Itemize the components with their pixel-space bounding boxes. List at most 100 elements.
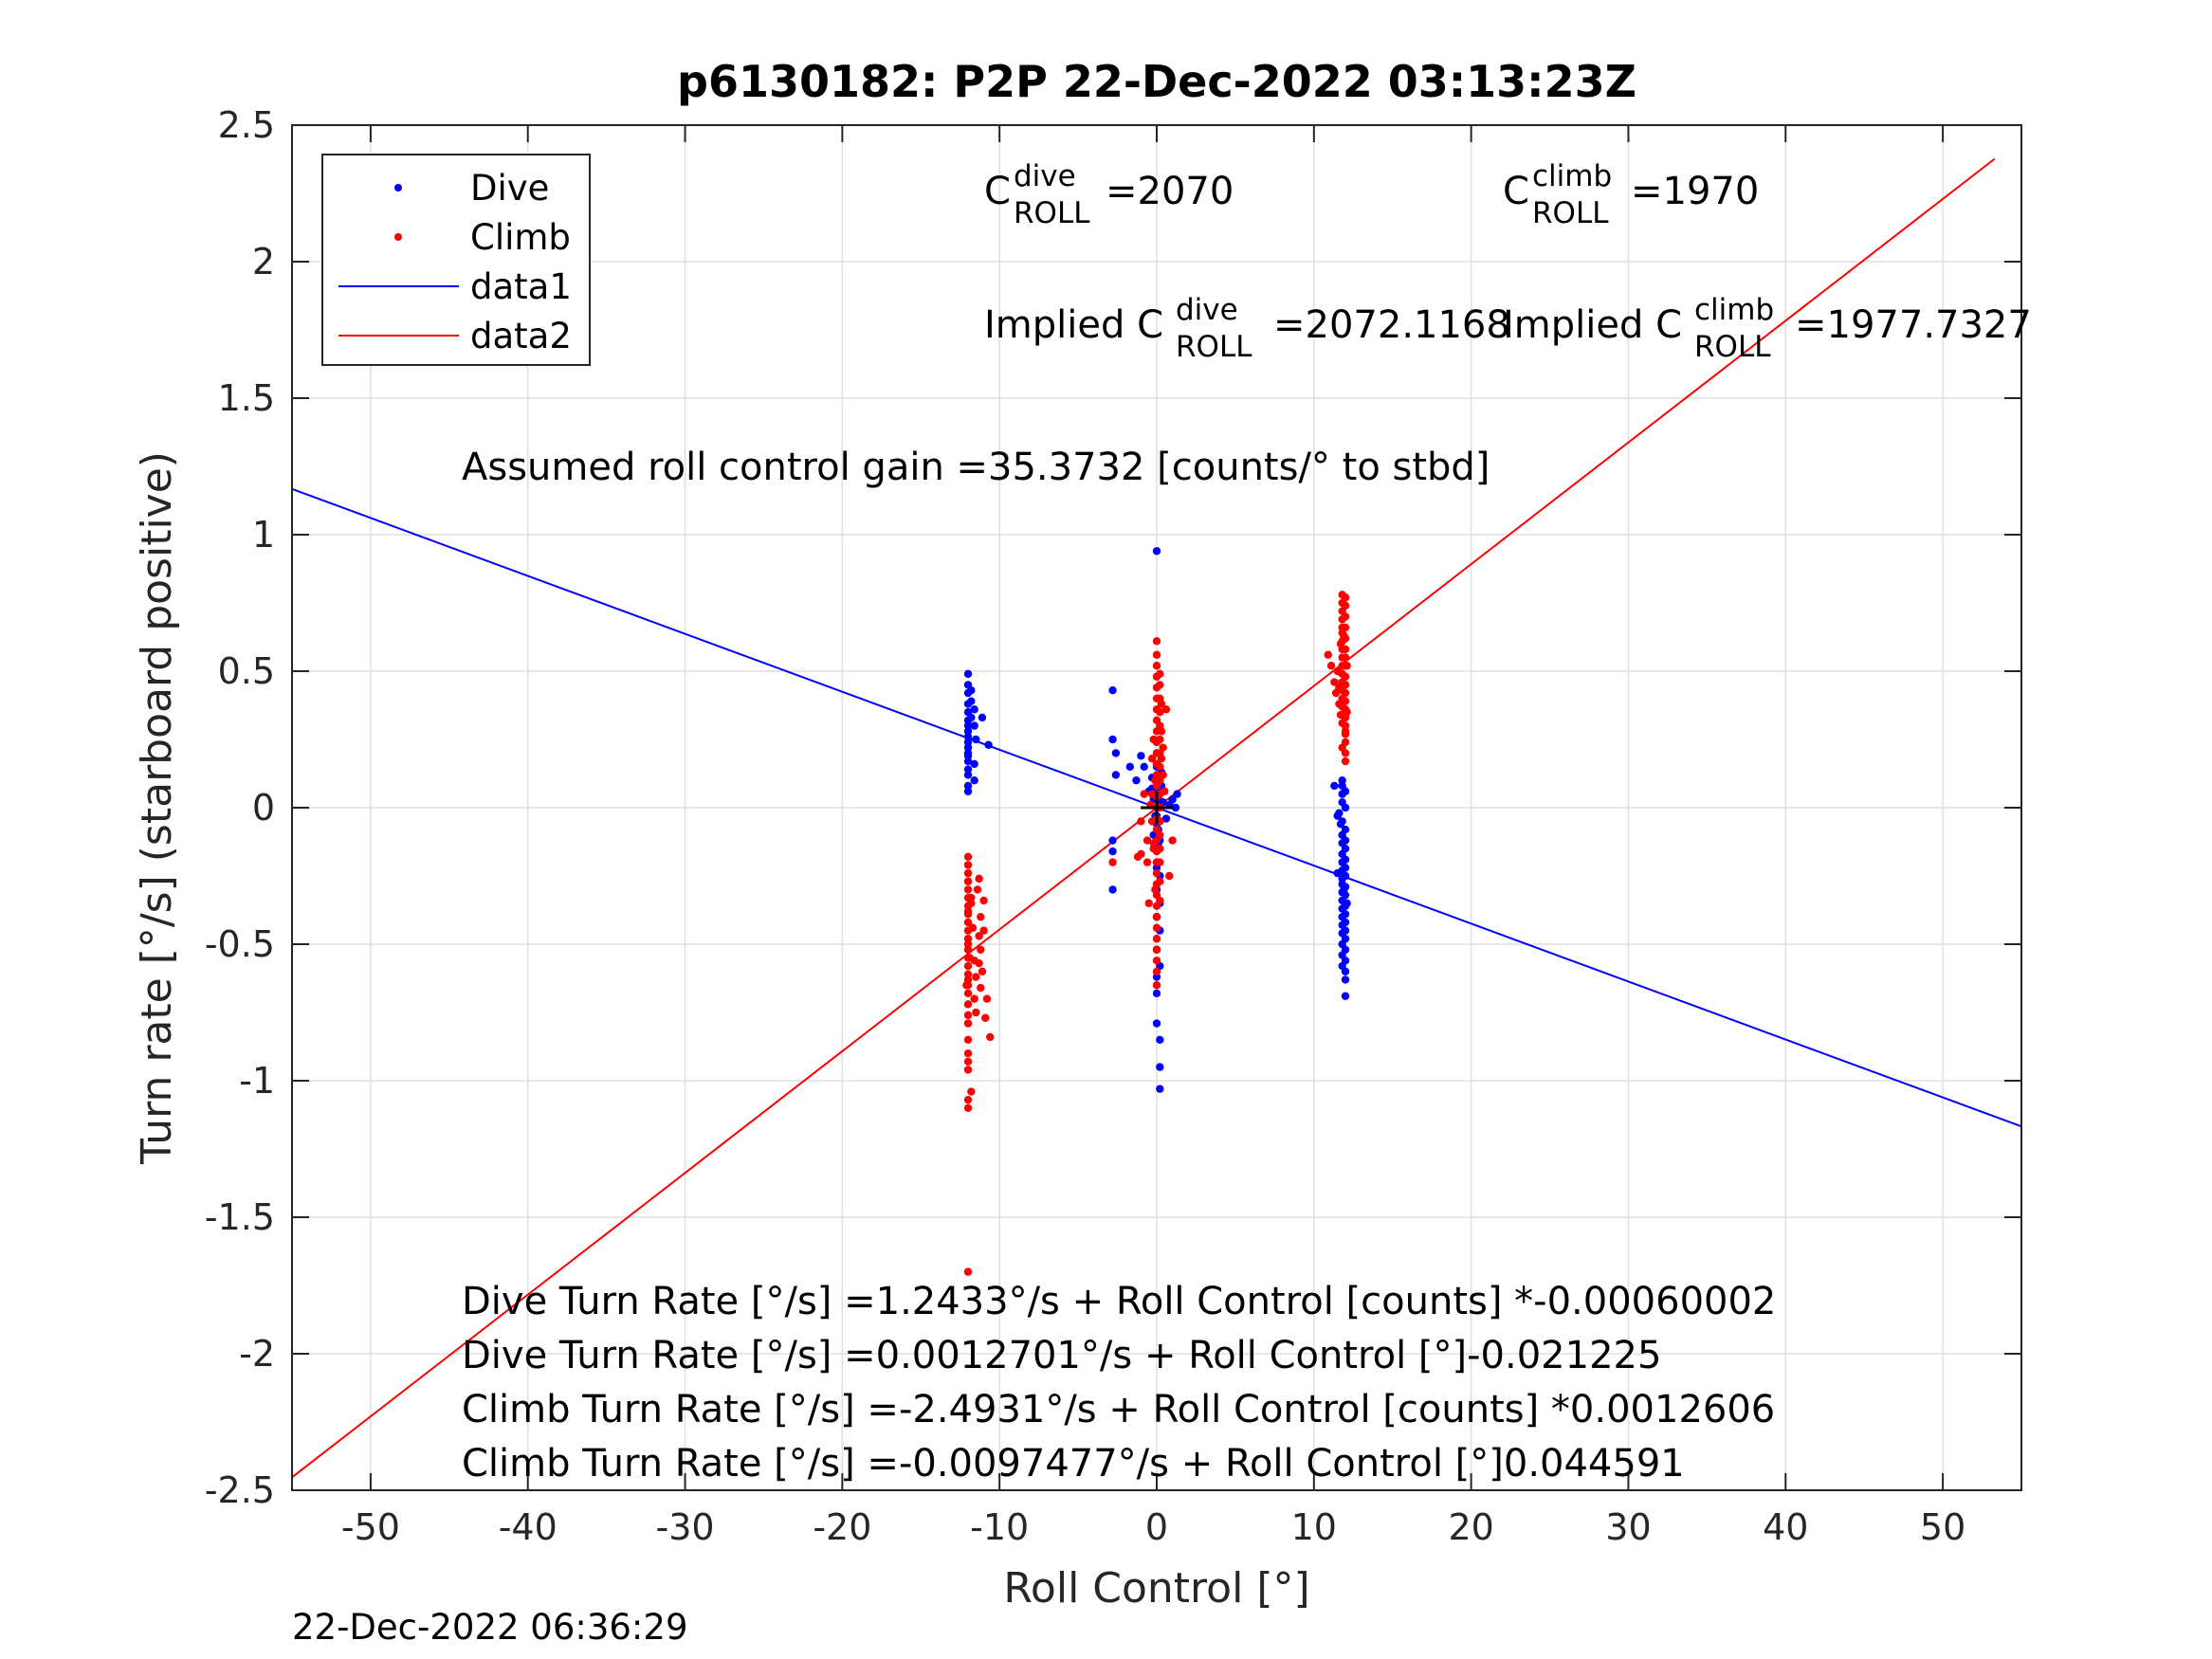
data-point-climb xyxy=(975,932,983,940)
data-point-climb xyxy=(965,954,974,962)
data-point-climb xyxy=(1341,738,1350,747)
data-point-climb xyxy=(963,1066,973,1074)
chart-title: p6130182: P2P 22-Dec-2022 03:13:23Z xyxy=(677,56,1636,107)
c-climb-sub: ROLL xyxy=(1532,196,1609,230)
c-dive-sub: ROLL xyxy=(1014,196,1090,230)
y-tick-label: -1.5 xyxy=(205,1196,275,1238)
data-point-climb xyxy=(1151,776,1160,785)
data-point-climb xyxy=(977,983,985,993)
data-point-climb xyxy=(963,861,973,869)
data-point-climb xyxy=(1340,631,1348,640)
x-tick-label: 50 xyxy=(1920,1506,1965,1548)
data-point-climb xyxy=(963,935,973,943)
x-tick-label: 10 xyxy=(1291,1506,1337,1548)
data-point-dive xyxy=(970,721,978,730)
y-axis-label: Turn rate [°/s] (starboard positive) xyxy=(133,451,181,1165)
data-point-climb xyxy=(977,945,985,954)
y-tick-label: 1.5 xyxy=(218,377,275,419)
data-point-climb xyxy=(1156,896,1164,905)
data-point-dive xyxy=(963,743,973,752)
data-point-dive xyxy=(1108,735,1117,744)
data-point-dive xyxy=(1152,1019,1161,1028)
data-point-dive xyxy=(963,757,973,766)
data-point-climb xyxy=(1149,735,1158,744)
data-point-dive xyxy=(1156,1085,1164,1093)
data-point-climb xyxy=(1341,681,1350,689)
data-point-dive xyxy=(963,752,973,760)
data-point-dive xyxy=(1341,825,1350,834)
data-point-climb xyxy=(963,918,973,927)
data-point-climb xyxy=(1143,858,1152,866)
data-point-dive xyxy=(1108,685,1117,695)
data-point-dive xyxy=(1341,967,1350,975)
data-point-climb xyxy=(977,913,985,921)
x-tick-label: 20 xyxy=(1448,1506,1493,1548)
data-point-climb xyxy=(1152,945,1161,954)
data-point-dive xyxy=(1156,1035,1164,1045)
data-point-dive xyxy=(1341,926,1350,935)
data-point-climb xyxy=(1152,923,1161,932)
data-point-climb xyxy=(1157,727,1166,736)
x-axis-label: Roll Control [°] xyxy=(1003,1564,1309,1613)
axis-ticks xyxy=(292,124,2021,1491)
c-climb-sup: climb xyxy=(1532,159,1612,193)
data-point-dive xyxy=(963,727,973,736)
data-point-dive xyxy=(1108,885,1117,894)
gain-annotation: Assumed roll control gain =35.3732 [coun… xyxy=(462,446,1490,489)
data-point-dive xyxy=(963,721,973,730)
data-point-climb xyxy=(1324,650,1332,659)
data-point-dive xyxy=(963,771,973,779)
data-point-climb xyxy=(978,967,987,975)
legend-label-dive: Dive xyxy=(470,168,549,209)
data-point-dive xyxy=(967,685,976,695)
legend-label-climb: Climb xyxy=(470,217,571,258)
data-point-dive xyxy=(1341,855,1350,864)
data-point-climb xyxy=(1341,672,1350,681)
data-point-climb xyxy=(1137,849,1145,859)
y-tick-label: -2.5 xyxy=(205,1469,275,1511)
data-point-dive xyxy=(967,697,976,705)
plot-frame xyxy=(291,124,2022,1491)
x-tick-label: 30 xyxy=(1605,1506,1651,1548)
data-point-climb xyxy=(1159,771,1167,779)
data-point-dive xyxy=(963,738,973,747)
x-tick-label: -10 xyxy=(970,1506,1029,1548)
data-point-climb xyxy=(1156,708,1164,717)
implied-dive-value: =2072.1168 xyxy=(1273,303,1510,347)
data-point-climb xyxy=(1156,830,1164,839)
data-point-dive xyxy=(1108,847,1117,856)
c-dive-sup: dive xyxy=(1014,159,1076,193)
data-point-climb xyxy=(1143,836,1152,845)
legend-box xyxy=(321,154,591,366)
data-point-climb xyxy=(963,945,973,954)
data-point-dive xyxy=(1333,868,1342,878)
data-point-dive xyxy=(1341,864,1350,872)
data-point-climb xyxy=(1341,697,1350,705)
data-point-climb xyxy=(1341,757,1350,766)
legend-marker-climb xyxy=(394,233,402,241)
data-point-climb xyxy=(1156,858,1164,866)
data-point-climb xyxy=(1168,836,1177,845)
data-point-climb xyxy=(981,1013,990,1022)
data-point-dive xyxy=(963,669,973,679)
data-point-climb xyxy=(1156,762,1164,771)
data-point-climb xyxy=(963,989,973,998)
data-point-climb xyxy=(1343,662,1351,670)
data-point-climb xyxy=(963,1011,973,1020)
data-point-climb xyxy=(963,1035,973,1045)
data-point-climb xyxy=(1341,721,1350,730)
implied-climb-main: Implied C xyxy=(1503,303,1682,347)
x-tick-label: -30 xyxy=(656,1506,715,1548)
data-point-dive xyxy=(1125,762,1135,771)
data-point-dive xyxy=(1152,989,1161,998)
c-dive-value: =2070 xyxy=(1106,170,1234,213)
implied-climb-value: =1977.7327 xyxy=(1795,303,2032,347)
data-point-climb xyxy=(1341,749,1350,757)
x-tick-label: -20 xyxy=(813,1506,871,1548)
implied-dive-sup: dive xyxy=(1176,293,1238,327)
data-point-climb xyxy=(1147,790,1157,798)
equation-line: Dive Turn Rate [°/s] =1.2433°/s + Roll C… xyxy=(462,1280,1776,1323)
data-point-dive xyxy=(963,732,973,741)
implied-dive-main: Implied C xyxy=(984,303,1163,347)
implied-dive-annotation: Implied C dive ROLL =2072.1168 xyxy=(984,293,1510,364)
